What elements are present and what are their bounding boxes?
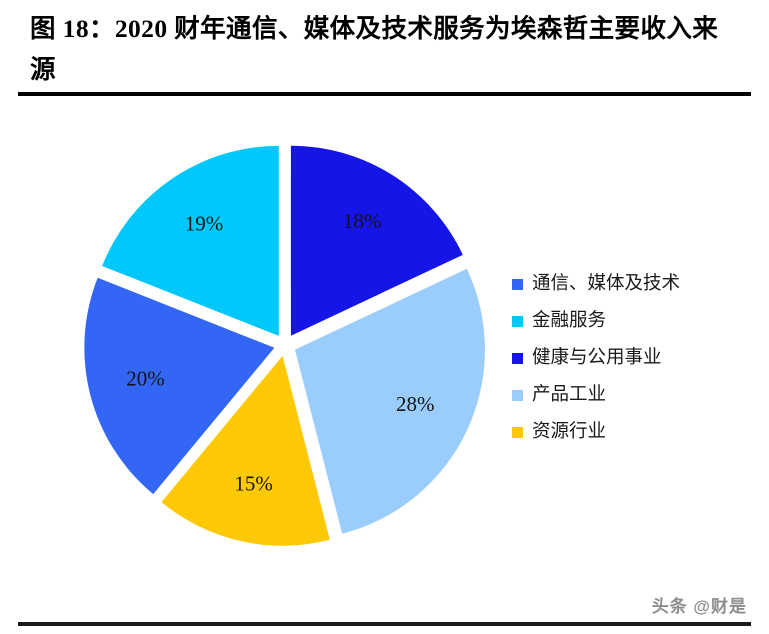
legend-label-4: 资源行业 [532,422,607,443]
legend-item-1[interactable]: 金融服务 [512,303,744,340]
legend-item-2[interactable]: 健康与公用事业 [512,340,744,377]
legend-item-4[interactable]: 资源行业 [512,414,744,451]
page-title: 图 18：2020 财年通信、媒体及技术服务为埃森哲主要收入来源 [30,14,719,84]
pie-slice[interactable] [294,268,485,534]
title-divider [18,92,751,96]
pie-data-label-group: 18% 28% 15% 20% 19% [126,209,434,495]
legend-label-0: 通信、媒体及技术 [532,274,681,295]
pie-slice-data-label: 15% [234,471,273,495]
pie-slice-data-label: 18% [343,209,382,233]
pie-slice-data-label: 28% [396,392,435,416]
legend-swatch-icon-0 [512,279,523,290]
bottom-divider [18,622,751,626]
pie-slice-data-label: 20% [126,367,164,391]
chart-legend: 通信、媒体及技术 金融服务 健康与公用事业 产品工业 资源行业 [512,266,744,451]
figure-header: 图 18：2020 财年通信、媒体及技术服务为埃森哲主要收入来源 [0,0,769,96]
pie-chart: 18% 28% 15% 20% 19% [84,145,485,546]
legend-swatch-icon-3 [512,390,523,401]
legend-label-2: 健康与公用事业 [532,348,662,369]
pie-slice-group [84,145,485,546]
legend-item-3[interactable]: 产品工业 [512,377,744,414]
legend-item-0[interactable]: 通信、媒体及技术 [512,266,744,303]
legend-swatch-icon-1 [512,316,523,327]
pie-slice-data-label: 19% [185,212,224,236]
legend-label-3: 产品工业 [532,385,607,406]
chart-plot-area: 18% 28% 15% 20% 19% 通信、媒体及技术 金融服务 健康与公用事业 产品… [0,104,769,582]
pie-slice[interactable] [102,145,279,336]
watermark: 头条 @财是 [651,597,747,616]
legend-label-1: 金融服务 [532,311,607,332]
pie-slice[interactable] [290,145,463,336]
pie-slice[interactable] [161,355,330,546]
pie-slice[interactable] [84,277,275,495]
legend-swatch-icon-4 [512,427,523,438]
legend-swatch-icon-2 [512,353,523,364]
